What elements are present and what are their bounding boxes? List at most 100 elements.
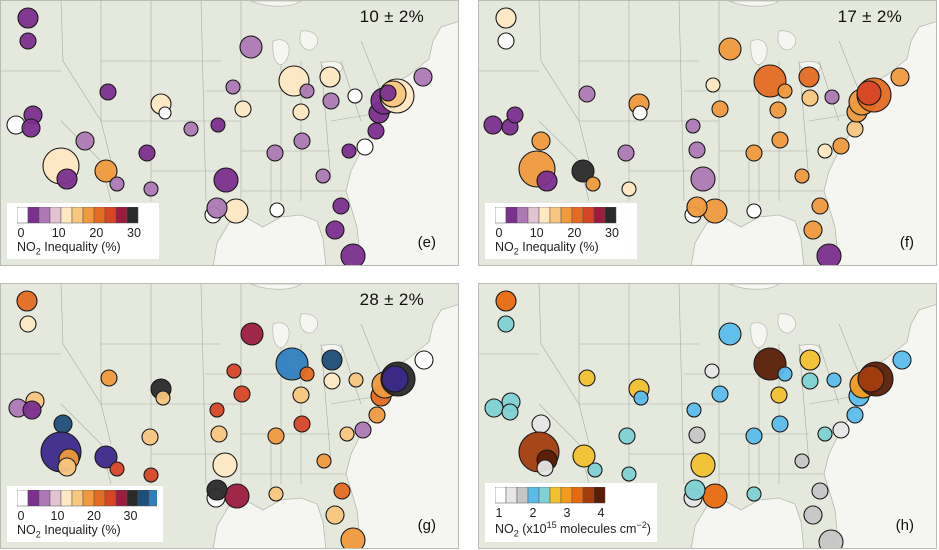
map-panel-e: 10 ± 2% (e) 0 10 20 30 NO2 Inequality (%) bbox=[0, 0, 459, 266]
lake-superior bbox=[728, 284, 780, 290]
legend-swatch bbox=[516, 487, 529, 504]
city-marker bbox=[109, 461, 125, 477]
city-marker bbox=[484, 398, 504, 418]
city-marker bbox=[316, 453, 332, 469]
legend-swatches bbox=[495, 487, 606, 504]
city-marker bbox=[138, 144, 156, 162]
city-marker bbox=[266, 144, 284, 162]
state-boundary bbox=[340, 343, 362, 405]
city-marker bbox=[225, 79, 241, 95]
city-marker bbox=[158, 106, 172, 120]
legend-swatches bbox=[495, 206, 617, 223]
map-panel-g: 28 ± 2% (g) 010203040 NO2 Inequality (%) bbox=[0, 283, 459, 549]
city-marker bbox=[571, 159, 595, 183]
city-marker bbox=[315, 168, 331, 184]
legend-swatch bbox=[571, 206, 584, 223]
legend-tick-label: 0 bbox=[18, 509, 25, 522]
city-marker bbox=[483, 115, 503, 135]
city-marker bbox=[536, 459, 554, 477]
city-marker bbox=[688, 426, 706, 444]
city-marker bbox=[803, 505, 823, 525]
legend-swatch bbox=[82, 489, 95, 506]
legend-swatch bbox=[516, 206, 529, 223]
legend-swatch bbox=[17, 206, 29, 223]
city-marker bbox=[333, 482, 351, 500]
city-marker bbox=[234, 100, 252, 118]
lake-michigan bbox=[750, 322, 768, 348]
city-marker bbox=[292, 386, 310, 404]
state-boundary bbox=[200, 284, 207, 485]
city-marker bbox=[339, 426, 355, 442]
legend-colorbar: 0 10 20 30 bbox=[17, 206, 141, 239]
lake-huron bbox=[299, 30, 318, 51]
city-marker bbox=[21, 118, 41, 138]
city-marker bbox=[771, 415, 789, 433]
legend-title: NO2 Inequality (%) bbox=[17, 239, 121, 257]
city-marker bbox=[19, 315, 37, 333]
legend-swatch bbox=[148, 489, 157, 506]
city-marker bbox=[269, 202, 285, 218]
city-marker bbox=[53, 414, 73, 434]
city-marker bbox=[587, 462, 603, 478]
city-marker bbox=[536, 170, 558, 192]
city-marker bbox=[846, 120, 864, 138]
city-marker bbox=[770, 386, 788, 404]
city-marker bbox=[803, 220, 823, 240]
city-marker bbox=[826, 372, 842, 388]
city-marker bbox=[818, 529, 844, 548]
city-marker bbox=[892, 350, 912, 370]
city-marker bbox=[212, 452, 238, 478]
city-marker bbox=[206, 197, 228, 219]
city-marker bbox=[686, 402, 702, 418]
legend-swatch bbox=[104, 206, 117, 223]
legend-swatch bbox=[538, 487, 551, 504]
legend-swatch bbox=[582, 206, 595, 223]
land-area bbox=[1, 284, 458, 548]
legend-swatch bbox=[582, 487, 595, 504]
legend-swatch bbox=[593, 487, 606, 504]
legend-swatch bbox=[126, 206, 139, 223]
city-marker bbox=[632, 105, 648, 121]
legend-swatches bbox=[17, 206, 139, 223]
legend-swatch bbox=[604, 206, 617, 223]
city-marker bbox=[213, 167, 239, 193]
legend-swatch bbox=[560, 206, 573, 223]
city-marker bbox=[340, 527, 366, 548]
state-boundary bbox=[838, 323, 860, 375]
city-marker bbox=[206, 479, 228, 501]
city-marker bbox=[890, 67, 910, 87]
lake-superior bbox=[250, 284, 302, 290]
legend-swatch bbox=[71, 489, 84, 506]
lake-huron bbox=[777, 313, 796, 334]
city-marker bbox=[100, 369, 118, 387]
city-marker bbox=[686, 196, 708, 218]
lake-superior bbox=[250, 1, 302, 7]
city-marker bbox=[348, 372, 364, 388]
legend-swatch bbox=[38, 206, 51, 223]
city-marker bbox=[621, 181, 637, 197]
city-marker bbox=[618, 427, 636, 445]
city-marker bbox=[817, 426, 833, 442]
city-marker bbox=[299, 366, 315, 382]
city-marker bbox=[801, 372, 819, 390]
legend-swatch bbox=[49, 206, 62, 223]
city-marker bbox=[325, 505, 345, 525]
city-marker bbox=[777, 83, 793, 99]
legend-swatch bbox=[126, 489, 139, 506]
city-marker bbox=[75, 131, 95, 151]
city-marker bbox=[16, 290, 38, 312]
legend-tick-label: 30 bbox=[124, 509, 138, 522]
state-boundary bbox=[538, 284, 590, 445]
legend-swatch bbox=[527, 487, 540, 504]
gulf-water bbox=[690, 214, 805, 265]
city-marker bbox=[223, 198, 249, 224]
panel-letter: (f) bbox=[899, 234, 914, 251]
city-marker bbox=[56, 168, 78, 190]
legend-swatch bbox=[27, 206, 40, 223]
city-marker bbox=[325, 220, 345, 240]
city-marker bbox=[745, 144, 763, 162]
city-marker bbox=[414, 350, 434, 370]
city-marker bbox=[794, 168, 810, 184]
color-legend: 1 2 3 4 NO2 (x1015 molecules cm−2) bbox=[485, 483, 657, 542]
land-area bbox=[479, 284, 936, 548]
